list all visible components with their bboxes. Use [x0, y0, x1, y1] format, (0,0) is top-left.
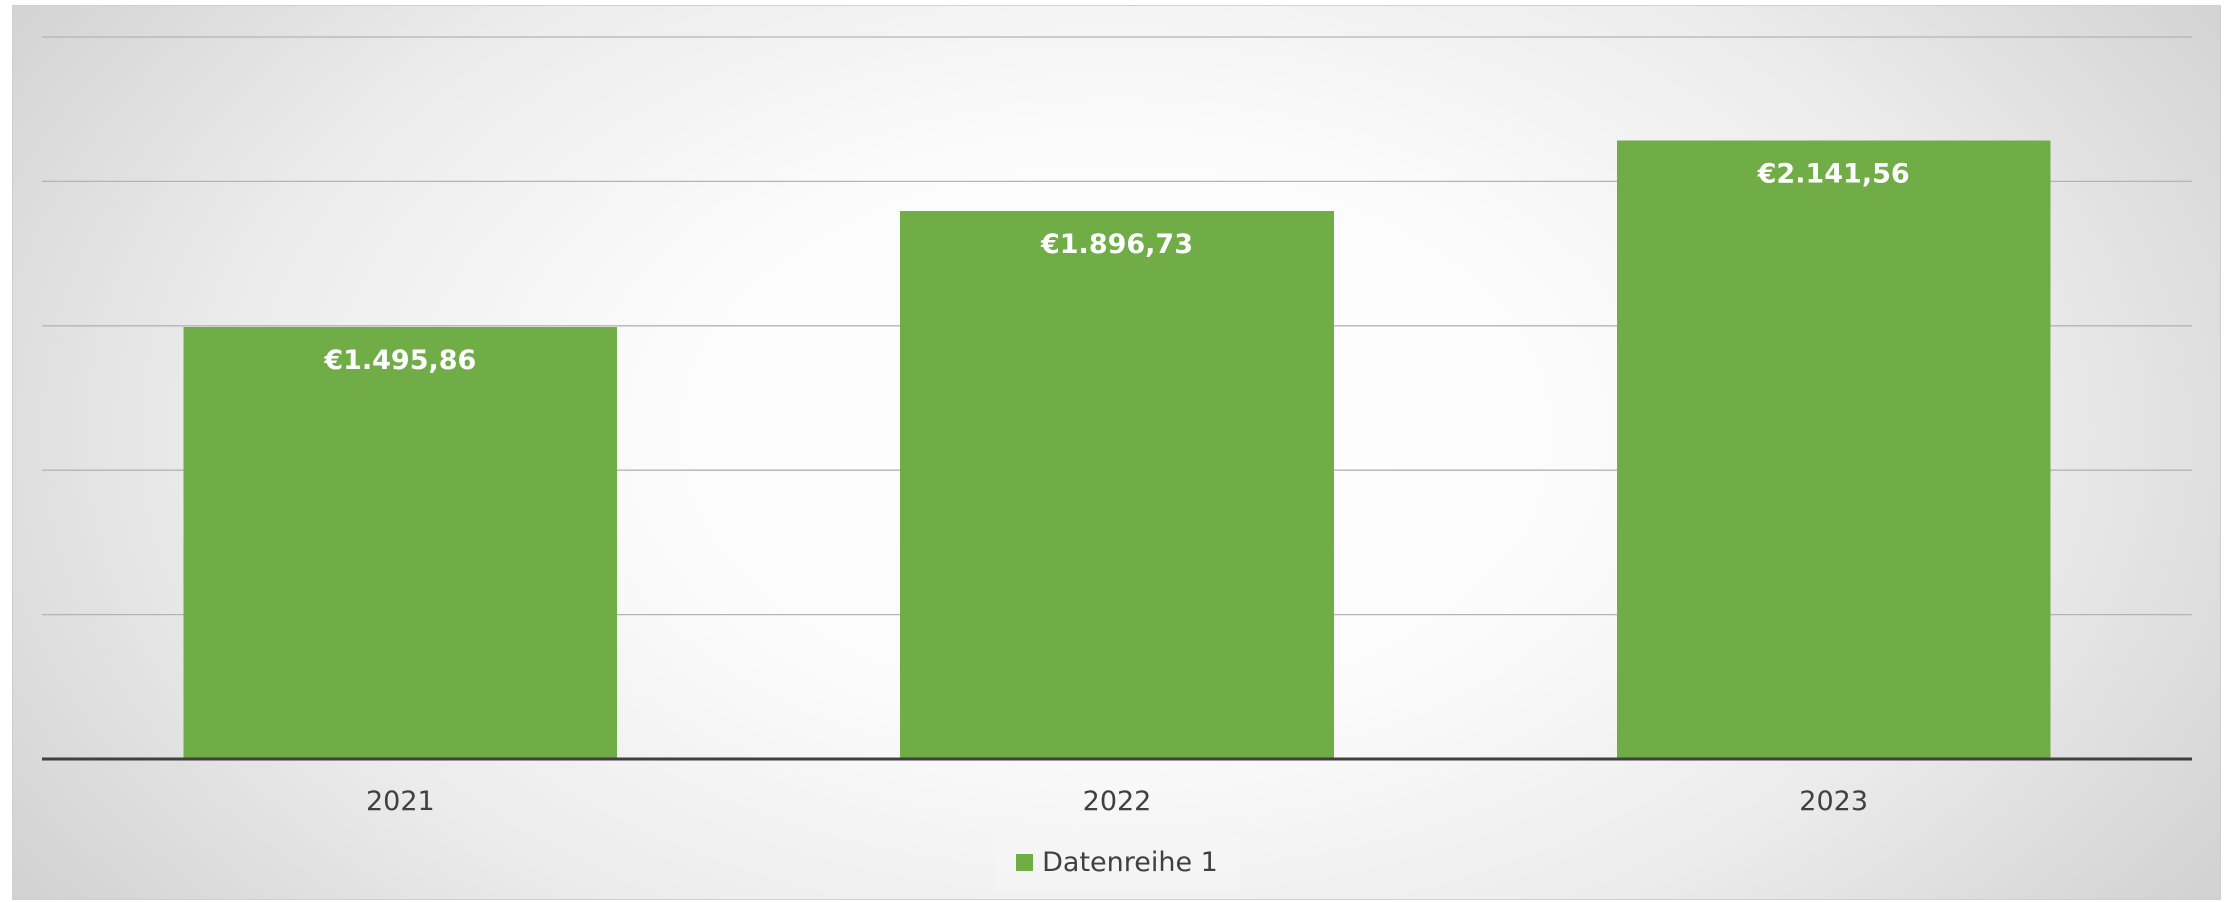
legend-swatch-icon	[1016, 854, 1034, 871]
legend-label: Datenreihe 1	[1042, 847, 1218, 878]
x-tick-label-2023: 2023	[1799, 786, 1868, 817]
bars	[183, 140, 2051, 760]
bar-2022	[900, 211, 1334, 760]
x-tick-label-2021: 2021	[366, 786, 435, 817]
x-axis-tick-labels: 2021 2022 2023	[366, 786, 1868, 817]
bar-2021	[183, 326, 618, 759]
data-labels: €1.495,86 €1.896,73 €2.141,56	[323, 159, 1909, 376]
bar-2023	[1616, 140, 2051, 760]
legend: Datenreihe 1	[994, 835, 1240, 890]
x-tick-label-2022: 2022	[1083, 786, 1152, 817]
data-label-2022: €1.896,73	[1040, 229, 1193, 260]
data-label-2023: €2.141,56	[1757, 159, 1910, 190]
data-label-2021: €1.495,86	[323, 345, 476, 376]
